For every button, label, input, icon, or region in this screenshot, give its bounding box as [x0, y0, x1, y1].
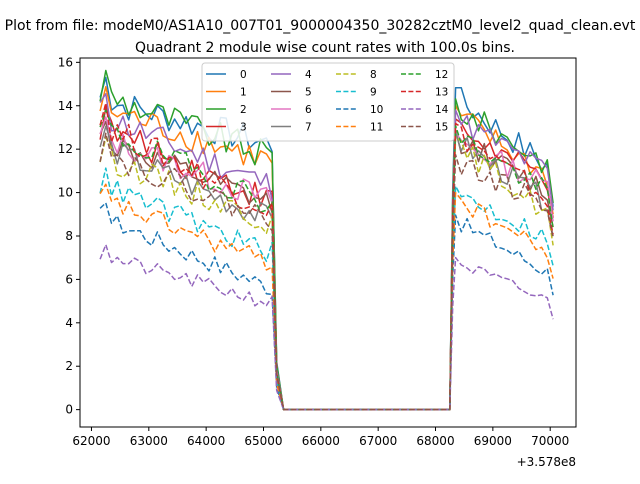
legend-label-1: 1	[240, 87, 247, 99]
legend-label-13: 13	[435, 87, 448, 99]
series-line-2	[99, 69, 554, 411]
x-tick-label: 67000	[359, 434, 397, 448]
series-line-8	[99, 136, 554, 411]
legend-label-15: 15	[435, 122, 448, 134]
y-tick-label: 0	[65, 403, 73, 417]
legend-label-11: 11	[370, 122, 383, 134]
y-tick-label: 16	[58, 55, 73, 69]
x-tick-label: 70000	[531, 434, 569, 448]
series-line-3	[99, 106, 554, 411]
y-tick-label: 6	[65, 272, 73, 286]
series-line-4	[99, 93, 554, 411]
legend-label-3: 3	[240, 122, 247, 134]
x-tick-label: 62000	[72, 434, 110, 448]
x-tick-label: 68000	[416, 434, 454, 448]
y-tick-label: 2	[65, 359, 73, 373]
chart-title: Quadrant 2 module wise count rates with …	[135, 40, 515, 56]
series-line-11	[99, 183, 554, 411]
y-tick-label: 14	[58, 99, 73, 113]
y-axis: 0 2 4 6 8 10 12 14 16	[58, 55, 80, 417]
series-layer	[99, 69, 554, 411]
x-tick-label: 69000	[474, 434, 512, 448]
legend-label-12: 12	[435, 69, 448, 81]
axes-frame	[79, 57, 577, 428]
legend-box	[201, 62, 455, 142]
legend-label-9: 9	[370, 87, 377, 99]
legend-label-7: 7	[305, 122, 312, 134]
x-tick-label: 64000	[187, 434, 225, 448]
series-line-15	[99, 132, 554, 411]
legend-label-14: 14	[435, 104, 449, 116]
series-line-14	[99, 243, 554, 411]
series-line-12	[99, 109, 554, 411]
x-tick-label: 63000	[130, 434, 168, 448]
series-line-13	[99, 102, 554, 411]
y-tick-label: 12	[58, 142, 73, 156]
legend-label-4: 4	[305, 69, 312, 81]
x-axis: 62000 63000 64000 65000 66000 67000 68000 69000…	[72, 427, 569, 448]
series-line-1	[99, 86, 554, 411]
series-line-6	[99, 116, 554, 411]
x-tick-label: 65000	[244, 434, 282, 448]
legend-label-5: 5	[305, 87, 312, 99]
legend-label-10: 10	[370, 104, 383, 116]
legend-label-8: 8	[370, 69, 377, 81]
y-tick-label: 8	[65, 229, 73, 243]
y-tick-label: 10	[58, 186, 73, 200]
series-line-9	[99, 167, 554, 411]
series-line-5	[99, 120, 554, 411]
y-tick-label: 4	[65, 316, 73, 330]
legend-label-0: 0	[240, 69, 247, 81]
legend-label-6: 6	[305, 104, 312, 116]
figure-suptitle: Plot from file: modeM0/AS1A10_007T01_900…	[5, 18, 636, 34]
series-line-7	[99, 125, 554, 411]
legend-label-2: 2	[240, 104, 247, 116]
x-tick-label: 66000	[302, 434, 340, 448]
x-offset-text: +3.578e8	[517, 455, 576, 469]
series-line-10	[99, 202, 554, 411]
